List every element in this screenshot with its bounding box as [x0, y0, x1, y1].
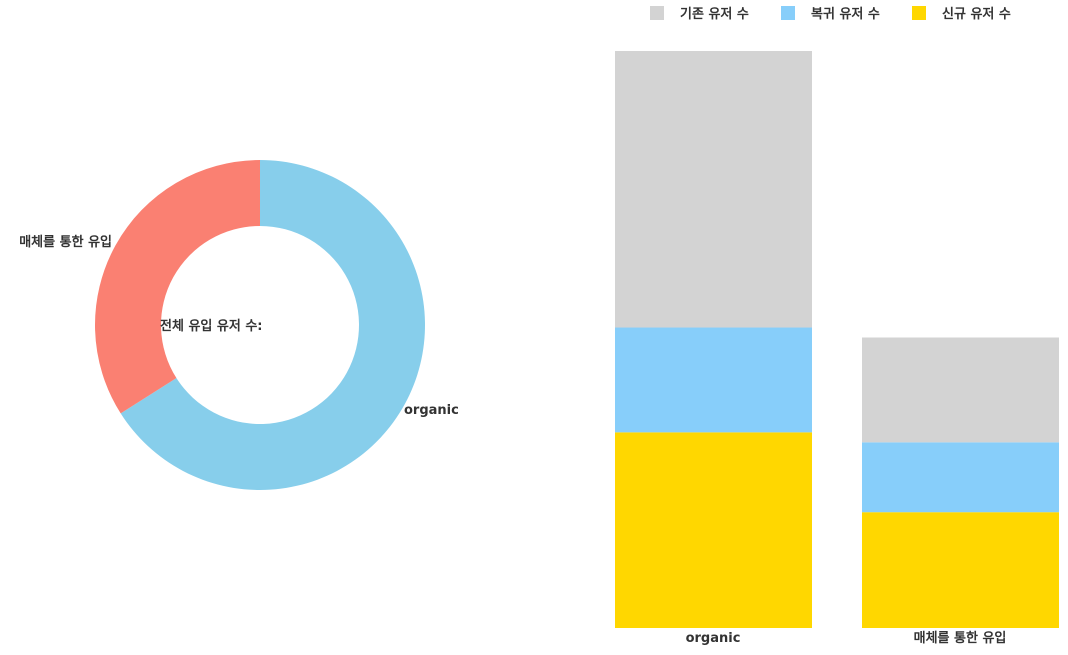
bar-segment-1-2[interactable]	[862, 512, 1059, 628]
bar-segment-1-0[interactable]	[862, 337, 1059, 443]
bar-segment-1-1[interactable]	[862, 442, 1059, 513]
legend-label-returning: 복귀 유저 수	[811, 6, 880, 22]
bar-segment-0-1[interactable]	[615, 327, 812, 433]
donut-slice-1[interactable]	[94, 160, 260, 414]
legend-swatch-returning	[781, 6, 795, 20]
donut-center-label: 전체 유입 유저 수:	[160, 318, 263, 334]
legend-item-returning[interactable]: 복귀 유저 수	[781, 6, 880, 22]
bar-segments	[615, 51, 1059, 628]
donut-slices	[94, 160, 425, 490]
bar-segment-0-0[interactable]	[615, 51, 812, 328]
legend-swatch-existing	[650, 6, 664, 20]
legend-item-existing[interactable]: 기존 유저 수	[650, 6, 749, 22]
legend-label-existing: 기존 유저 수	[680, 7, 749, 22]
legend-label-new: 신규 유저 수	[942, 7, 1011, 22]
legend-item-new[interactable]: 신규 유저 수	[912, 6, 1011, 22]
donut-chart: 전체 유입 유저 수: organic 매체를 통한 유입	[19, 160, 459, 490]
stacked-bar-chart: 기존 유저 수 복귀 유저 수 신규 유저 수 organic 매체를 통한 유…	[615, 6, 1059, 646]
slice-label-media: 매체를 통한 유입	[19, 234, 112, 250]
slice-label-organic: organic	[404, 403, 459, 418]
donut-slice-0[interactable]	[120, 160, 425, 490]
bar-segment-0-2[interactable]	[615, 432, 812, 628]
x-tick-organic: organic	[686, 631, 741, 646]
x-tick-media: 매체를 통한 유입	[914, 630, 1007, 646]
legend-swatch-new	[912, 6, 926, 20]
chart-legend[interactable]: 기존 유저 수 복귀 유저 수 신규 유저 수	[650, 6, 1011, 22]
